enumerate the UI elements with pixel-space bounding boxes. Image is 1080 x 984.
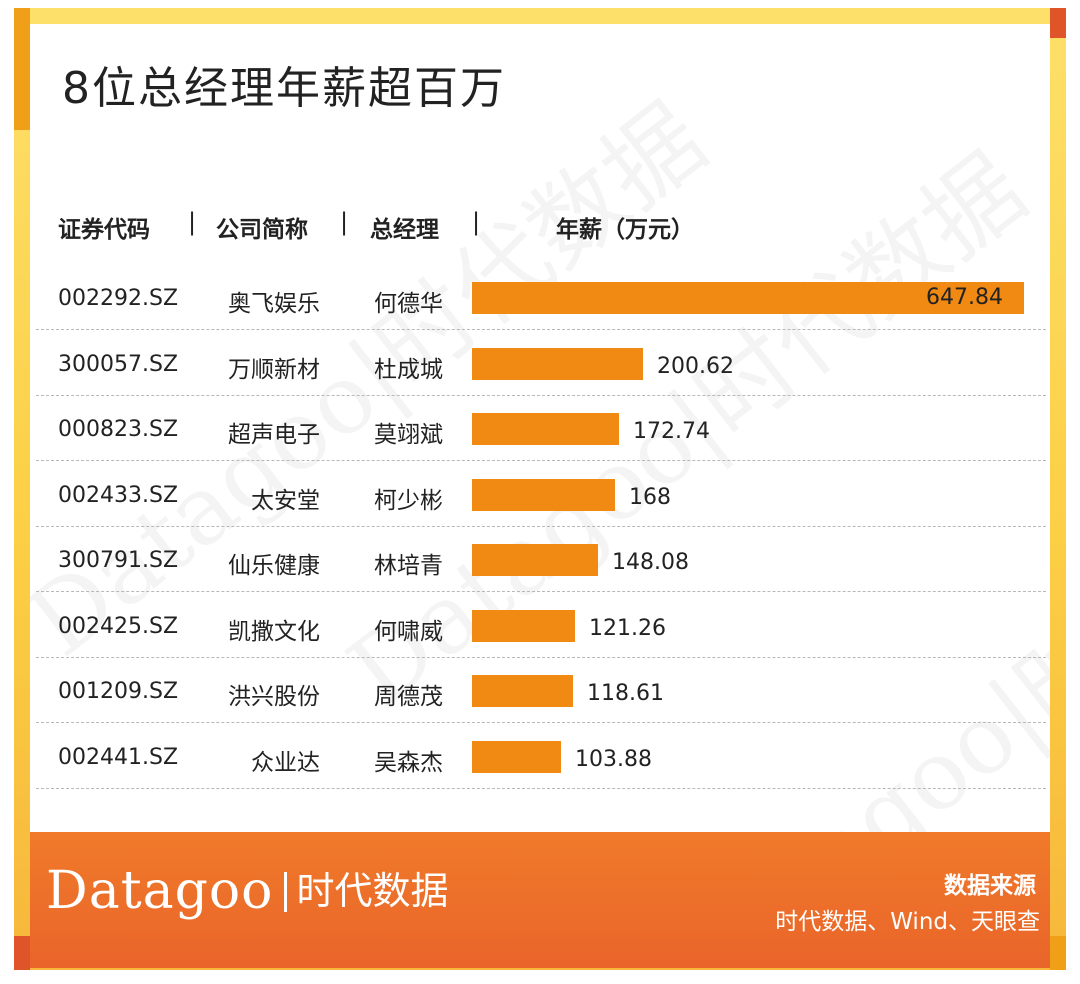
page-title: 8位总经理年薪超百万 <box>62 63 506 114</box>
manager-name: 莫翊斌 <box>374 422 443 448</box>
logo-wordmark: Datagoo <box>46 861 274 921</box>
header-company: 公司简称 <box>216 217 308 243</box>
table-row: 300057.SZ 万顺新材 杜成城 200.62 <box>30 330 1050 396</box>
row-divider <box>36 591 1046 592</box>
company-name: 凯撒文化 <box>228 618 320 645</box>
stock-code: 002292.SZ <box>58 286 179 311</box>
header-manager: 总经理 <box>370 217 439 243</box>
table-row: 002441.SZ 众业达 吴森杰 103.88 <box>30 723 1050 789</box>
manager-name: 何德华 <box>374 291 443 317</box>
row-divider <box>36 656 1046 658</box>
salary-value-label: 200.62 <box>657 353 734 379</box>
stock-code: 002425.SZ <box>58 613 179 639</box>
header-code: 证券代码 <box>58 217 150 243</box>
header-separator: | <box>188 208 197 236</box>
salary-value-label: 168 <box>629 484 671 510</box>
stock-code: 300057.SZ <box>58 351 179 377</box>
header-separator: | <box>472 208 481 236</box>
source-body: 时代数据、Wind、天眼查 <box>775 909 1040 935</box>
manager-name: 林培青 <box>374 553 443 579</box>
table-row: 000823.SZ 超声电子 莫翊斌 172.74 <box>30 395 1050 461</box>
stock-code: 300791.SZ <box>58 548 179 573</box>
salary-value-label: 103.88 <box>575 746 652 772</box>
salary-value-label: 647.84 <box>926 285 1003 310</box>
table-row: 002433.SZ 太安堂 柯少彬 168 <box>30 461 1050 527</box>
row-divider <box>36 722 1046 723</box>
logo-divider <box>283 872 287 912</box>
frame-accent <box>1050 936 1066 970</box>
frame-accent <box>14 936 30 970</box>
company-name: 太安堂 <box>251 487 320 514</box>
frame-accent <box>1050 8 1066 38</box>
company-name: 众业达 <box>251 749 320 776</box>
manager-name: 杜成城 <box>374 356 443 383</box>
salary-bar <box>472 282 1024 314</box>
row-divider <box>36 525 1046 527</box>
manager-name: 何啸威 <box>374 618 443 645</box>
table-row: 001209.SZ 洪兴股份 周德茂 118.61 <box>30 657 1050 723</box>
table-row: 002292.SZ 奥飞娱乐 何德华 647.84 <box>30 264 1050 330</box>
salary-value-label: 121.26 <box>589 615 666 641</box>
salary-value-label: 118.61 <box>587 681 664 706</box>
manager-name: 吴森杰 <box>374 749 443 776</box>
manager-name: 周德茂 <box>374 684 443 710</box>
salary-bar <box>472 740 561 773</box>
row-divider <box>36 787 1046 789</box>
salary-bar <box>472 478 615 511</box>
company-name: 洪兴股份 <box>228 684 320 710</box>
header-salary: 年薪（万元） <box>556 217 694 243</box>
row-divider <box>36 394 1046 396</box>
salary-value-label: 148.08 <box>612 550 689 575</box>
company-name: 奥飞娱乐 <box>228 291 320 317</box>
company-name: 仙乐健康 <box>228 553 320 579</box>
row-divider <box>36 460 1046 461</box>
brand-logo: Datagoo 时代数据 <box>46 860 449 921</box>
salary-bar <box>472 544 598 576</box>
stock-code: 001209.SZ <box>58 679 179 704</box>
chart-panel: Datagoo|时代数据 Datagoo|时代数据 Datagoo|时代数据 8… <box>30 24 1050 832</box>
row-divider <box>36 329 1046 330</box>
table-row: 002425.SZ 凯撒文化 何啸威 121.26 <box>30 592 1050 658</box>
stock-code: 000823.SZ <box>58 417 179 442</box>
table-header: 证券代码 | 公司简称 | 总经理 | 年薪（万元） <box>30 208 1050 250</box>
company-name: 超声电子 <box>228 422 320 448</box>
logo-chinese: 时代数据 <box>296 869 449 913</box>
salary-bar <box>472 675 573 707</box>
table-row: 300791.SZ 仙乐健康 林培青 148.08 <box>30 526 1050 592</box>
header-separator: | <box>340 208 349 236</box>
source-title: 数据来源 <box>944 873 1036 899</box>
company-name: 万顺新材 <box>228 356 320 383</box>
manager-name: 柯少彬 <box>374 487 443 514</box>
salary-bar <box>472 347 643 380</box>
stock-code: 002441.SZ <box>58 744 179 770</box>
frame-accent <box>14 8 30 130</box>
footer: Datagoo 时代数据 数据来源 时代数据、Wind、天眼查 <box>30 832 1050 968</box>
salary-value-label: 172.74 <box>633 419 710 444</box>
stock-code: 002433.SZ <box>58 482 179 508</box>
salary-bar <box>472 413 619 445</box>
salary-bar <box>472 609 575 642</box>
